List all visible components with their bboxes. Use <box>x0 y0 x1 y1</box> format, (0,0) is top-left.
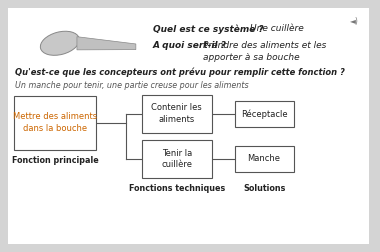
Text: Tenir la
cuillère: Tenir la cuillère <box>161 148 192 169</box>
Text: ◄): ◄) <box>350 17 359 26</box>
Text: A quoi sert-il ?: A quoi sert-il ? <box>153 41 227 50</box>
Text: Fonctions techniques: Fonctions techniques <box>128 184 225 193</box>
Text: Mettre des aliments
dans la bouche: Mettre des aliments dans la bouche <box>13 112 97 133</box>
Text: Une cuillère: Une cuillère <box>250 24 304 34</box>
Text: Manche: Manche <box>248 154 280 163</box>
FancyBboxPatch shape <box>14 96 96 149</box>
Text: Un manche pour tenir, une partie creuse pour les aliments: Un manche pour tenir, une partie creuse … <box>15 81 249 90</box>
Polygon shape <box>77 37 136 50</box>
FancyBboxPatch shape <box>141 140 212 178</box>
FancyBboxPatch shape <box>8 8 369 244</box>
Text: Solutions: Solutions <box>243 184 285 193</box>
Text: Quel est ce système ?: Quel est ce système ? <box>153 24 264 34</box>
Text: Fonction principale: Fonction principale <box>12 156 98 165</box>
FancyBboxPatch shape <box>234 101 293 127</box>
Text: Contenir les
aliments: Contenir les aliments <box>151 103 202 124</box>
Text: Prendre des aliments et les
apporter à sa bouche: Prendre des aliments et les apporter à s… <box>203 41 327 62</box>
Ellipse shape <box>40 31 79 55</box>
FancyBboxPatch shape <box>141 95 212 133</box>
Text: Qu'est-ce que les concepteurs ont prévu pour remplir cette fonction ?: Qu'est-ce que les concepteurs ont prévu … <box>15 68 345 77</box>
FancyBboxPatch shape <box>234 146 293 172</box>
Text: Réceptacle: Réceptacle <box>241 109 287 118</box>
